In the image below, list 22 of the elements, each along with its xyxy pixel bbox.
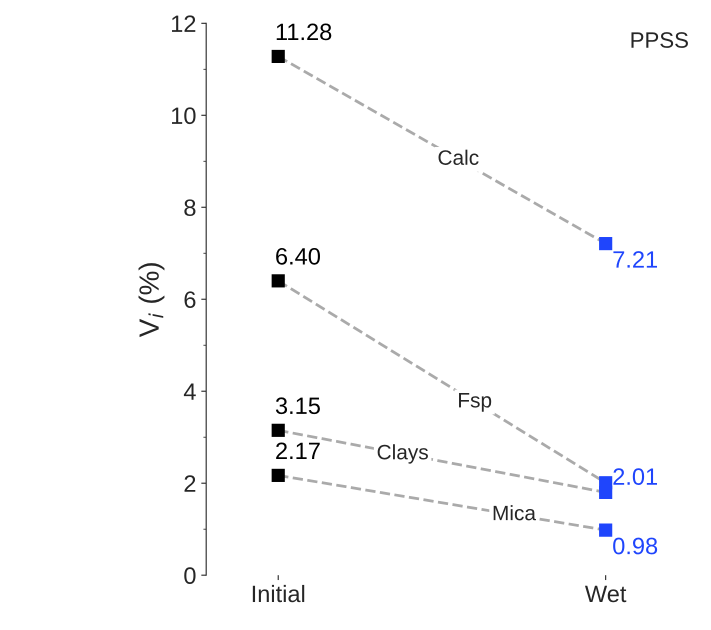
series-label: Clays [378, 444, 428, 464]
series-label: Calc [438, 150, 479, 165]
y-tick-label: 2 [184, 475, 196, 492]
annotation: PPSS [631, 32, 688, 48]
y-tick-label: 10 [172, 107, 196, 124]
series-label: Mica [494, 505, 536, 520]
y-tick-label: 0 [184, 567, 196, 584]
y-axis-title: V$_{i}$ (%) [138, 263, 164, 338]
y-tick-label: 8 [184, 199, 196, 216]
data-label: 6.40 [276, 248, 320, 265]
x-tick-label: Wet [584, 586, 626, 602]
y-tick-label: 6 [184, 291, 196, 308]
y-tick-label: 12 [172, 15, 196, 32]
data-label: 0.98 [613, 538, 658, 554]
data-label: 2.17 [276, 442, 320, 459]
series-label: Fsp [459, 393, 492, 412]
y-tick-label: 4 [184, 384, 196, 400]
x-tick-label: Initial [252, 584, 304, 602]
data-label: 11.28 [276, 24, 332, 40]
data-label: 7.21 [613, 251, 658, 268]
data-label: 2.01 [613, 468, 658, 485]
data-label: 3.15 [276, 397, 320, 414]
